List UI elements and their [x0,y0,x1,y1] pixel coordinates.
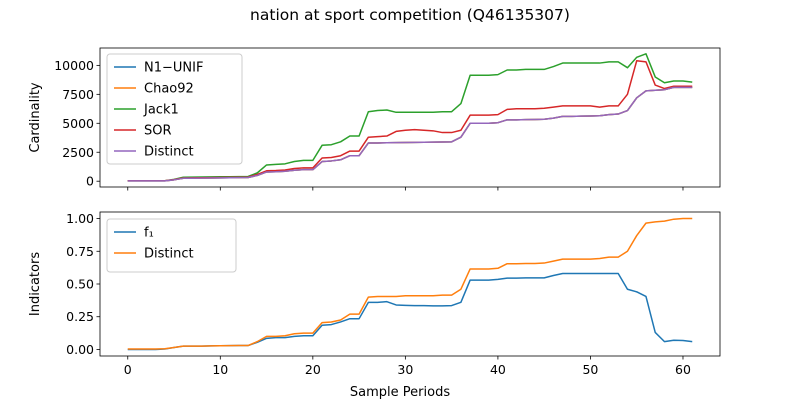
x-tick-label: 40 [490,362,506,377]
figure-title: nation at sport competition (Q46135307) [250,6,570,24]
legend-box [106,53,243,165]
legend-label-jack1: Jack1 [143,103,179,118]
axes-frame [99,47,721,188]
legend-box [106,218,237,273]
y-tick-label: 0.50 [66,277,94,292]
y-tick-label: 0 [86,174,94,189]
y-tick-label: 0.75 [66,244,94,259]
x-tick-label: 60 [675,362,691,377]
x-tick-label: 50 [582,362,598,377]
y-tick-label: 10000 [54,58,94,73]
legend-label-n1-unif: N1−UNIF [144,61,203,76]
y-tick-label: 1.00 [66,211,94,226]
y-tick-label: 5000 [62,116,94,131]
x-tick-label: 20 [305,362,321,377]
x-tick-label: 0 [124,362,132,377]
y-tick-label: 7500 [62,87,94,102]
y-tick-label: 0.25 [66,309,94,324]
y-axis-label: Indicators [28,252,43,316]
legend: N1−UNIF Chao92 Jack1 SOR Distinct [106,53,243,165]
legend-label-distinct: Distinct [144,145,194,160]
cardinality-panel: 0 2500 5000 7500 10000 Cardinality N1−UNIF Chao… [28,47,721,191]
series-line-distinct [127,86,693,182]
legend-label-f: f₁ [144,226,154,241]
y-tick-label: 0.00 [66,342,94,357]
legend: f₁ Distinct [106,218,237,273]
x-axis-label: Sample Periods [350,385,450,400]
y-tick-label: 2500 [62,145,94,160]
x-tick-label: 30 [397,362,413,377]
x-tick-label: 10 [212,362,228,377]
y-axis-label: Cardinality [28,82,43,153]
legend-label-distinct: Distinct [144,247,194,262]
legend-label-sor: SOR [144,124,172,139]
legend-label-chao92: Chao92 [144,82,194,97]
series-line-distinct [127,217,693,350]
indicators-panel: 0 10 20 30 40 50 60 0.00 0.25 0.50 0.75 1.00 Indicat… [28,211,721,400]
